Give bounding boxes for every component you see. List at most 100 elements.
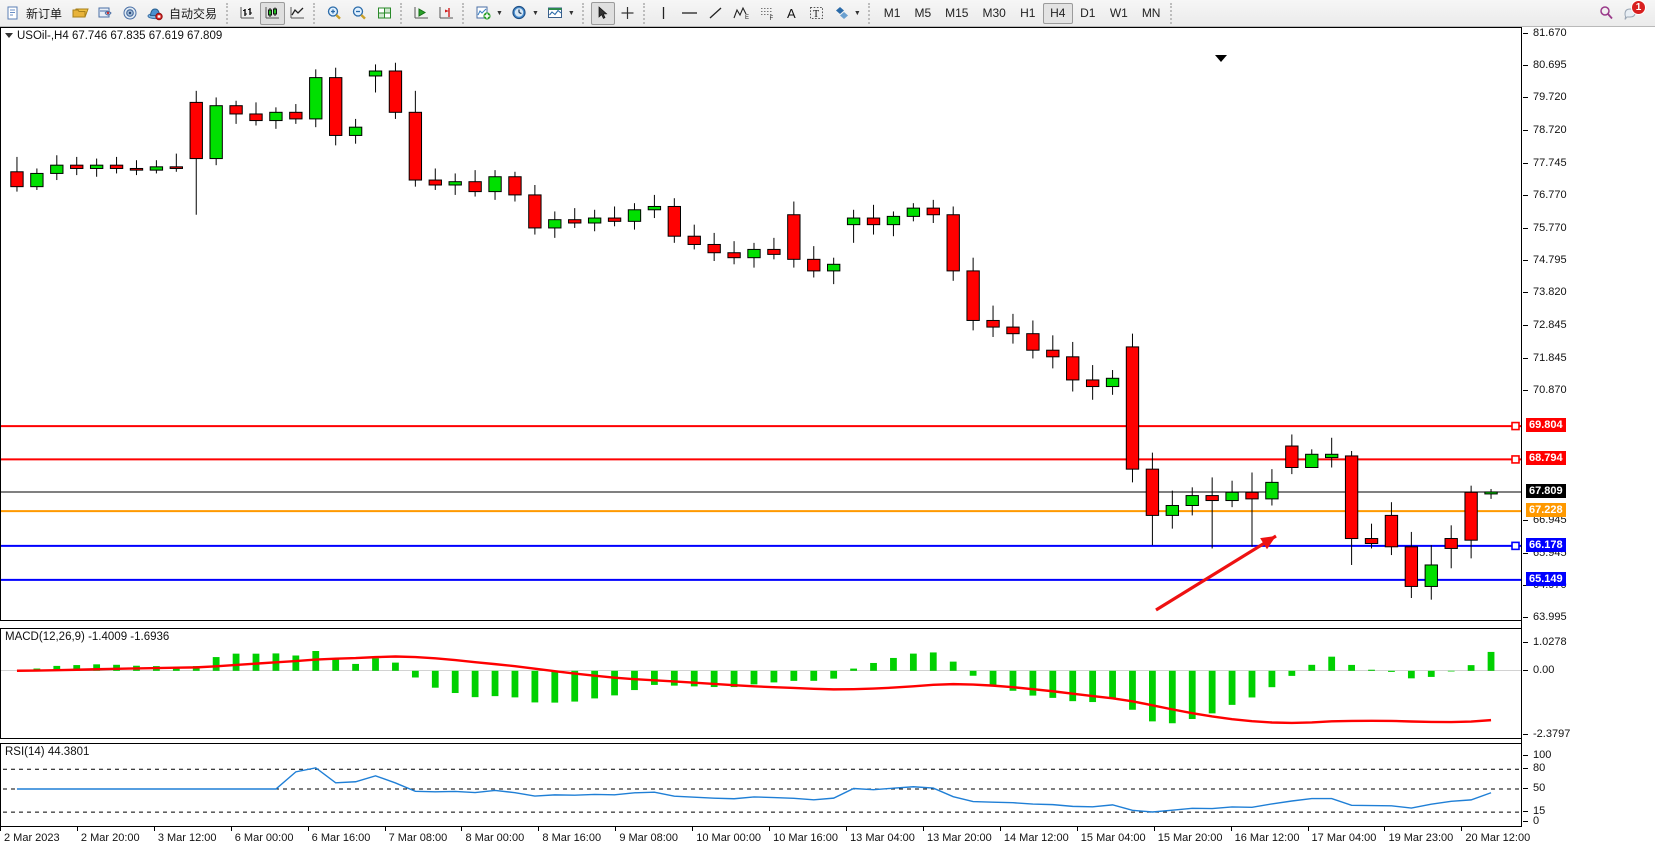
svg-text:T: T xyxy=(813,9,819,20)
crosshair-icon xyxy=(619,5,636,21)
zoom-out-icon xyxy=(351,5,368,21)
time-axis-tick: 10 Mar 16:00 xyxy=(769,827,838,844)
time-axis-tick: 15 Mar 20:00 xyxy=(1153,827,1223,844)
cursor-button[interactable] xyxy=(590,1,615,25)
chart-workspace[interactable]: USOil-,H4 67.746 67.835 67.619 67.809 MA… xyxy=(0,27,1655,856)
alert-icon: 1 xyxy=(1623,0,1646,22)
zoom-in-button[interactable] xyxy=(322,2,347,25)
chevron-down-icon[interactable]: ▼ xyxy=(531,9,539,17)
indicators-button[interactable]: ▼ xyxy=(543,2,579,25)
toolbar-separator xyxy=(1170,2,1176,24)
navigator-button[interactable] xyxy=(118,2,143,25)
chart-position-marker-icon xyxy=(1215,55,1227,62)
horizontal-line-button[interactable] xyxy=(676,2,703,25)
rsi-pane[interactable]: RSI(14) 44.3801 xyxy=(0,743,1521,827)
time-axis-tick: 9 Mar 08:00 xyxy=(615,827,679,844)
rsi-plot xyxy=(3,767,1519,813)
zoom-in-icon xyxy=(326,5,343,21)
chart-shift-button[interactable] xyxy=(434,2,459,25)
zoom-out-button[interactable] xyxy=(347,2,372,25)
price-axis[interactable]: 81.670 80.695 79.720 78.720 77.745 76.770 75.7… xyxy=(1521,27,1655,827)
elliott-wave-button[interactable]: E xyxy=(728,2,755,25)
line-chart-icon xyxy=(289,5,306,21)
timeframe-w1[interactable]: W1 xyxy=(1109,6,1128,20)
vertical-line-icon xyxy=(657,5,670,21)
shapes-icon xyxy=(833,5,850,21)
price-label-entry-level[interactable]: 67.228 xyxy=(1526,503,1566,518)
grid-button[interactable] xyxy=(372,2,397,25)
time-axis-tick: 8 Mar 16:00 xyxy=(538,827,602,844)
data-window-icon xyxy=(97,6,114,21)
text-label-button[interactable]: T xyxy=(804,2,829,25)
time-axis-tick: 17 Mar 04:00 xyxy=(1307,827,1377,844)
price-label-current-price[interactable]: 67.809 xyxy=(1526,483,1566,498)
autotrading-button[interactable]: 自动交易 xyxy=(143,2,223,25)
chevron-down-icon[interactable]: ▼ xyxy=(496,9,503,17)
trendline-icon xyxy=(707,5,724,21)
timeframe-m5[interactable]: M5 xyxy=(914,6,932,20)
period-button[interactable]: ▼ xyxy=(507,2,543,25)
time-axis-tick: 13 Mar 20:00 xyxy=(922,827,992,844)
rsi-axis-tick: 0 xyxy=(1522,815,1539,827)
text-button[interactable]: A xyxy=(780,2,804,25)
svg-text:F: F xyxy=(769,16,773,21)
crosshair-button[interactable] xyxy=(615,2,640,25)
timeframe-m1[interactable]: M1 xyxy=(883,6,901,20)
toolbar-separator xyxy=(867,2,874,24)
alerts-button[interactable]: 1 xyxy=(1619,0,1646,25)
time-axis-tick: 7 Mar 08:00 xyxy=(384,827,448,844)
symbol-header-text: USOil-,H4 67.746 67.835 67.619 67.809 xyxy=(17,30,223,42)
price-axis-tick: 75.770 xyxy=(1522,222,1567,234)
price-label-resistance-1[interactable]: 69.804 xyxy=(1526,418,1566,433)
chevron-down-icon[interactable]: ▼ xyxy=(567,9,575,17)
price-label-resistance-2[interactable]: 68.794 xyxy=(1526,451,1566,466)
rsi-header: RSI(14) 44.3801 xyxy=(5,746,90,758)
time-axis-tick: 20 Mar 12:00 xyxy=(1461,827,1531,844)
line-chart-button[interactable] xyxy=(285,2,310,25)
fibonacci-button[interactable]: F xyxy=(755,2,780,25)
templates-button[interactable]: ▼ xyxy=(471,2,507,25)
auto-scroll-button[interactable] xyxy=(409,2,434,25)
indicator-icon xyxy=(547,5,564,21)
timeframe-m15[interactable]: M15 xyxy=(945,6,969,20)
timeframe-m30[interactable]: M30 xyxy=(982,6,1006,20)
horizontal-line-icon xyxy=(680,5,699,21)
search-icon xyxy=(1598,5,1615,21)
data-window-button[interactable] xyxy=(93,2,118,25)
timeframe-h1[interactable]: H1 xyxy=(1020,6,1036,20)
new-order-button[interactable]: 新订单 xyxy=(2,2,68,25)
collapse-triangle-icon[interactable] xyxy=(5,33,13,39)
price-label-support-1[interactable]: 66.178 xyxy=(1526,537,1566,552)
macd-header: MACD(12,26,9) -1.4009 -1.6936 xyxy=(5,631,170,643)
time-axis[interactable]: 2 Mar 2023 2 Mar 20:00 3 Mar 12:00 6 Mar 00… xyxy=(0,827,1655,856)
rsi-axis-tick: 100 xyxy=(1522,749,1551,761)
text-label-icon: T xyxy=(808,5,825,21)
price-axis-tick: 74.795 xyxy=(1522,254,1567,266)
cursor-icon xyxy=(595,5,610,21)
timeframe-mn[interactable]: MN xyxy=(1141,6,1161,20)
candlestick-chart-button[interactable] xyxy=(260,1,286,25)
text-icon: A xyxy=(784,5,799,21)
new-order-label: 新订单 xyxy=(26,6,63,21)
navigator-icon xyxy=(122,6,139,21)
rsi-axis-tick: 50 xyxy=(1522,782,1545,794)
timeframe-d1[interactable]: D1 xyxy=(1080,6,1096,20)
shapes-button[interactable]: ▼ xyxy=(829,2,865,25)
price-pane[interactable]: USOil-,H4 67.746 67.835 67.619 67.809 xyxy=(0,27,1521,621)
vertical-line-button[interactable] xyxy=(652,2,676,25)
macd-pane[interactable]: MACD(12,26,9) -1.4009 -1.6936 xyxy=(0,628,1521,739)
time-axis-tick: 16 Mar 12:00 xyxy=(1230,827,1300,844)
market-watch-button[interactable] xyxy=(68,2,93,25)
time-axis-tick: 8 Mar 00:00 xyxy=(461,827,525,844)
rsi-axis-tick: 15 xyxy=(1522,805,1545,817)
chevron-down-icon[interactable]: ▼ xyxy=(853,9,861,17)
svg-text:E: E xyxy=(745,15,749,21)
timeframe-h4[interactable]: H4 xyxy=(1042,2,1073,24)
price-axis-tick: 80.695 xyxy=(1522,59,1567,71)
search-button[interactable] xyxy=(1594,2,1619,25)
trendline-button[interactable] xyxy=(703,2,728,25)
price-label-support-2[interactable]: 65.149 xyxy=(1526,571,1566,586)
time-axis-tick: 10 Mar 00:00 xyxy=(692,827,762,844)
rsi-axis-tick: 80 xyxy=(1522,762,1545,774)
bar-chart-button[interactable] xyxy=(235,2,260,25)
